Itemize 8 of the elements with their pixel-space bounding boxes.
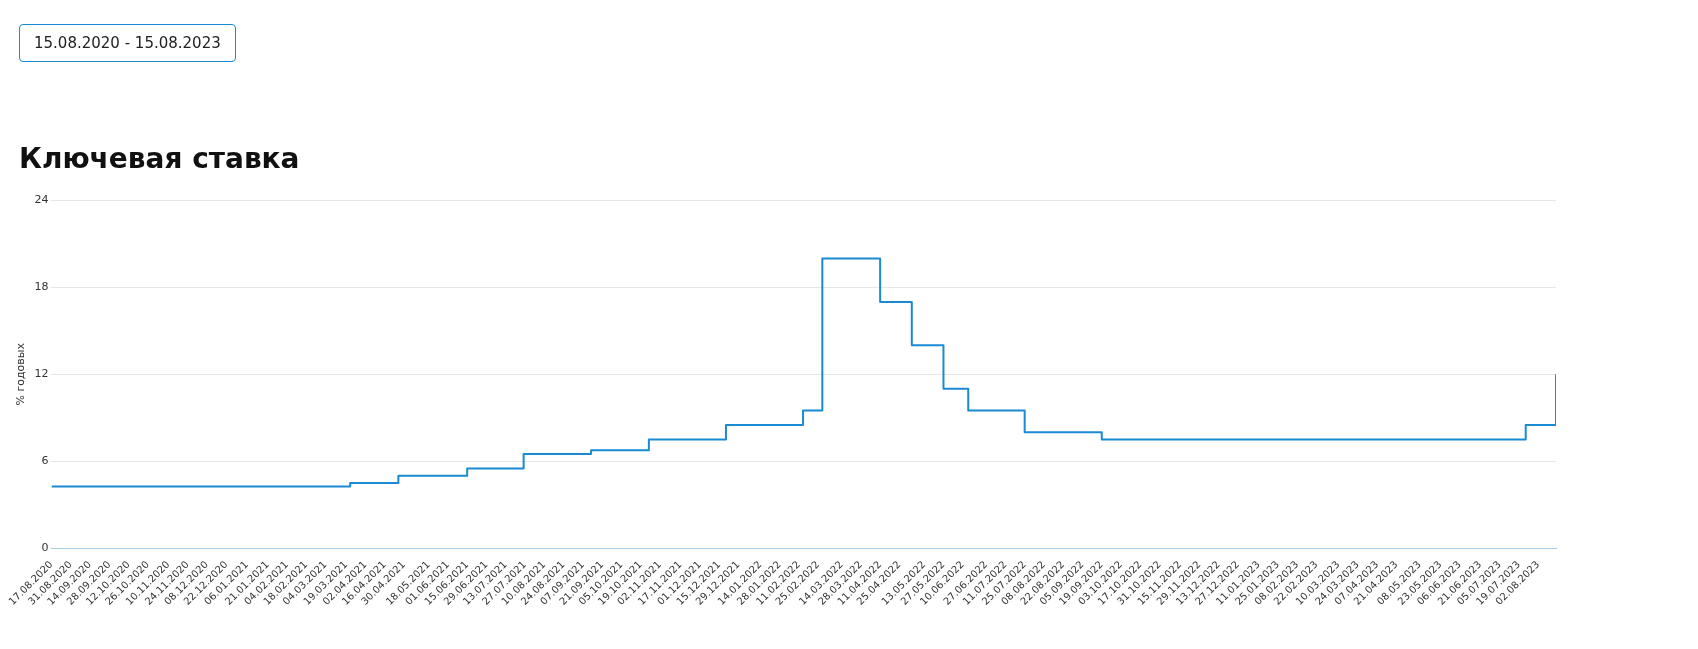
y-tick-label: 24 — [34, 193, 49, 207]
y-axis-title: % годовых — [13, 342, 27, 406]
y-tick-label: 12 — [34, 367, 49, 381]
chart-title: Ключевая ставка — [19, 142, 301, 175]
y-tick-label: 0 — [41, 540, 49, 554]
chart-subtitle: 15.08.2020 - 15.08.2023 — [19, 24, 236, 62]
y-tick-label: 6 — [41, 454, 49, 468]
y-tick-label: 18 — [34, 280, 49, 294]
